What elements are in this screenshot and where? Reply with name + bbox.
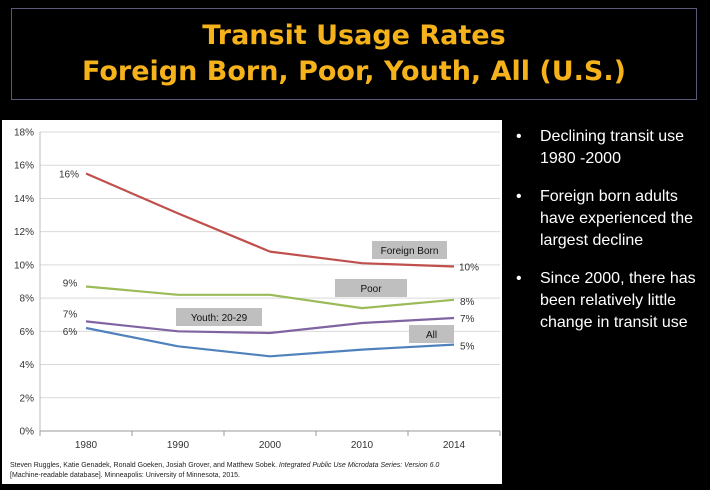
x-tick-label: 1990 (167, 440, 190, 451)
data-label-end: 5% (460, 342, 475, 353)
series-name-label: Poor (360, 284, 382, 295)
x-tick-label: 2000 (259, 440, 282, 451)
citation-work: Integrated Public Use Microdata Series: … (278, 462, 440, 469)
y-tick-label: 8% (20, 294, 35, 305)
x-tick-label: 2014 (443, 440, 466, 451)
y-tick-label: 0% (20, 427, 35, 438)
bullet-list: • Declining transit use 1980 -2000 • Forei… (512, 126, 708, 350)
bullet-text: Declining transit use 1980 -2000 (540, 128, 685, 167)
data-label-start: 9% (63, 278, 78, 289)
data-label-end: 10% (459, 263, 479, 274)
bullet-item: • Since 2000, there has been relatively l… (512, 268, 708, 334)
bullet-text: Since 2000, there has been relatively li… (540, 270, 696, 331)
x-tick-label: 1980 (75, 440, 98, 451)
series-line-foreign-born (85, 172, 455, 268)
y-tick-label: 12% (14, 227, 34, 238)
slide-title-line-1: Transit Usage Rates (202, 20, 506, 51)
citation-rest: [Machine-readable database]. Minneapolis… (10, 472, 240, 479)
bullet-dot-icon: • (516, 128, 522, 145)
series-name-box (335, 279, 407, 297)
series-line-all (85, 326, 455, 358)
bullet-item: • Declining transit use 1980 -2000 (512, 126, 708, 170)
data-label-end: 8% (460, 297, 475, 308)
y-tick-label: 10% (14, 260, 34, 271)
series-name-label: All (426, 330, 437, 341)
data-label-end: 7% (460, 314, 475, 325)
data-label-start: 6% (63, 327, 78, 338)
x-tick-label: 2010 (351, 440, 374, 451)
transit-usage-chart: 0% 2% 4% 6% 8% 10% 12% 14% 16% 18% 1980 1990 2000 201… (14, 128, 501, 451)
y-tick-label: 14% (14, 194, 34, 205)
bullet-dot-icon: • (516, 270, 522, 287)
data-citation: Steven Ruggles, Katie Genadek, Ronald Go… (10, 461, 500, 481)
bullet-dot-icon: • (516, 188, 522, 205)
y-tick-label: 6% (20, 327, 35, 338)
y-tick-label: 18% (14, 128, 34, 139)
bullet-item: • Foreign born adults have experienced th… (512, 186, 708, 252)
y-tick-label: 16% (14, 161, 34, 172)
series-name-label: Foreign Born (381, 246, 439, 257)
series-line-poor (85, 285, 455, 310)
citation-authors: Steven Ruggles, Katie Genadek, Ronald Go… (10, 462, 277, 469)
y-tick-label: 4% (20, 360, 35, 371)
y-tick-label: 2% (20, 393, 35, 404)
series-name-box (372, 241, 447, 259)
slide-title-line-2: Foreign Born, Poor, Youth, All (U.S.) (82, 56, 626, 87)
series-name-box (176, 308, 262, 326)
data-label-start: 7% (63, 309, 78, 320)
bullet-text: Foreign born adults have experienced the… (540, 188, 693, 249)
series-name-box (409, 325, 454, 343)
data-label-start: 16% (59, 170, 79, 181)
slide-title-box: Transit Usage Rates Foreign Born, Poor, … (11, 8, 697, 100)
chart-panel: 0% 2% 4% 6% 8% 10% 12% 14% 16% 18% 1980 1990 2000 201… (2, 120, 502, 484)
series-line-youth (85, 316, 455, 335)
series-name-label: Youth: 20-29 (191, 313, 248, 324)
